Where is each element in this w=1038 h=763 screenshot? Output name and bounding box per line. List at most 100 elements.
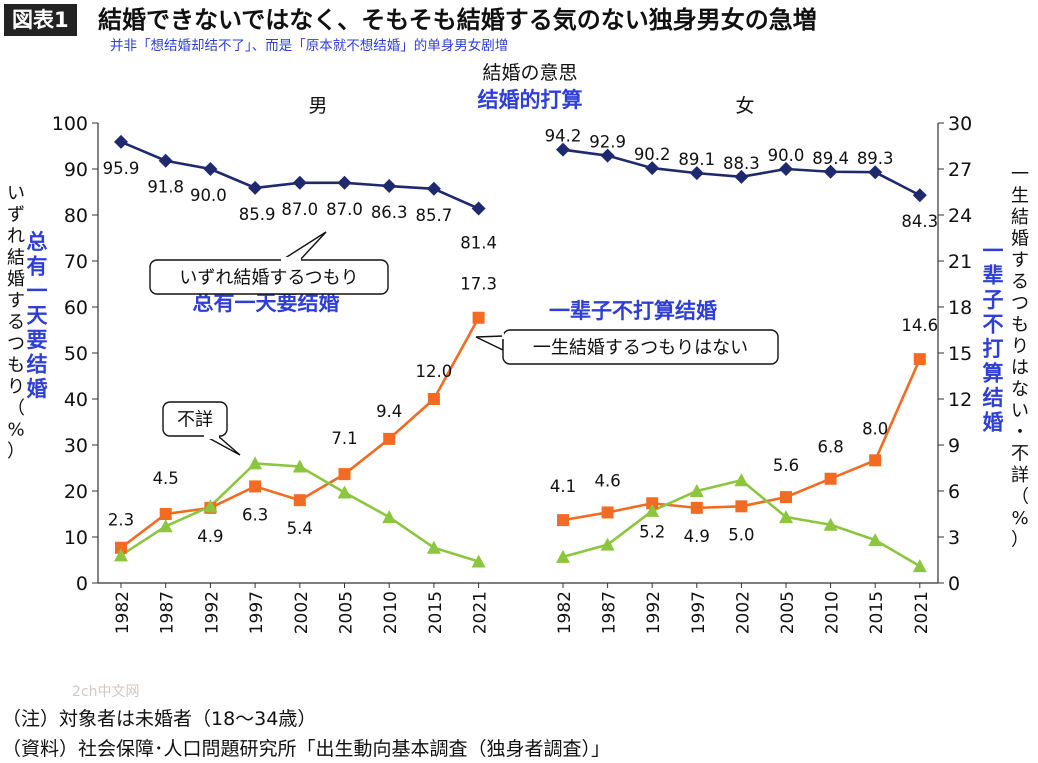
left-tick-label: 40 xyxy=(64,389,88,411)
left-axis-label-cn: 总有一天要结婚 xyxy=(27,230,49,401)
note-subjects: （注）対象者は未婚者（18〜34歳） xyxy=(2,708,317,730)
data-label: 8.0 xyxy=(862,419,888,438)
x-tick-label: 2015 xyxy=(867,591,887,634)
data-point xyxy=(249,480,262,493)
x-tick-label: 1982 xyxy=(555,591,575,634)
callout-eventually-marry: いずれ結婚するつもり xyxy=(149,231,389,295)
data-point xyxy=(645,503,660,517)
panel-label-female: 女 xyxy=(735,95,754,117)
data-label: 4.9 xyxy=(197,527,223,546)
data-point xyxy=(248,180,263,195)
callout-text: 一生結婚するつもりはない xyxy=(533,337,748,358)
header: 図表1 結婚できないではなく、そもそも結婚する気のない独身男女の急増 并非「想结… xyxy=(0,0,1038,54)
svg-text:ず: ず xyxy=(7,205,25,226)
svg-text:天: 天 xyxy=(27,304,49,328)
right-tick-label: 12 xyxy=(948,389,972,411)
x-tick-label: 2010 xyxy=(823,591,843,634)
series-name-cn-eventually: 总有一天要结婚 xyxy=(193,291,340,315)
callout-unknown: 不詳 xyxy=(162,401,241,456)
svg-text:结: 结 xyxy=(27,353,48,377)
data-point xyxy=(734,473,749,487)
data-label: 6.3 xyxy=(242,505,268,524)
svg-text:结: 结 xyxy=(983,386,1004,410)
svg-text:总: 总 xyxy=(27,230,48,254)
left-tick-label: 90 xyxy=(64,159,88,181)
x-tick-label: 1992 xyxy=(644,591,664,634)
data-label: 85.7 xyxy=(416,206,453,225)
x-tick-label: 2015 xyxy=(426,591,446,634)
data-label: 89.4 xyxy=(812,149,849,168)
data-point xyxy=(115,541,127,554)
page-title: 結婚できないではなく、そもそも結婚する気のない独身男女の急増 xyxy=(98,6,817,34)
data-point xyxy=(556,549,570,563)
data-point xyxy=(912,188,927,203)
svg-text:打: 打 xyxy=(983,337,1004,361)
data-point xyxy=(690,501,703,514)
x-tick-label: 1992 xyxy=(202,591,222,634)
data-point xyxy=(824,472,837,485)
data-point xyxy=(158,519,173,533)
left-tick-label: 60 xyxy=(64,297,88,319)
data-point xyxy=(472,311,485,324)
data-point xyxy=(382,510,397,524)
svg-text:い: い xyxy=(1011,401,1029,422)
data-point xyxy=(471,201,486,216)
data-point xyxy=(382,179,397,194)
data-point xyxy=(912,559,927,573)
panel-label-male: 男 xyxy=(308,95,327,117)
left-tick-label: 0 xyxy=(76,573,88,595)
callout-pointer xyxy=(279,231,327,261)
data-label: 84.3 xyxy=(901,212,938,231)
data-point xyxy=(293,494,306,507)
data-point xyxy=(823,517,838,531)
svg-text:婚: 婚 xyxy=(1011,229,1029,250)
callout-box xyxy=(502,329,779,365)
x-tick-label: 1997 xyxy=(247,591,267,634)
data-label: 85.9 xyxy=(239,205,276,224)
data-point xyxy=(823,164,838,179)
data-label: 87.0 xyxy=(281,200,318,219)
x-tick-label: 1997 xyxy=(689,591,709,634)
x-tick-label: 2010 xyxy=(381,591,401,634)
svg-text:る: る xyxy=(7,312,25,333)
left-axis-label: いずれ結婚するつもり（%） xyxy=(7,183,25,462)
svg-text:婚: 婚 xyxy=(27,377,48,401)
data-label: 2.3 xyxy=(108,511,134,530)
svg-text:要: 要 xyxy=(27,328,48,352)
svg-text:も: も xyxy=(7,355,25,376)
chart-title-cn: 结婚的打算 xyxy=(478,88,583,112)
data-label: 90.0 xyxy=(190,186,227,205)
watermark-logo: 2ch中文网 xyxy=(72,684,140,700)
data-point xyxy=(779,162,793,176)
data-point xyxy=(600,148,615,163)
data-label: 14.6 xyxy=(901,316,938,335)
callout-text: いずれ結婚するつもり xyxy=(179,267,358,288)
left-tick-label: 100 xyxy=(52,113,88,135)
svg-text:婚: 婚 xyxy=(7,269,25,290)
data-label: 4.6 xyxy=(594,471,620,490)
svg-text:も: も xyxy=(1011,315,1029,336)
data-point xyxy=(869,454,882,467)
data-label: 4.9 xyxy=(684,527,710,546)
data-label: 4.5 xyxy=(153,469,179,488)
data-label: 89.3 xyxy=(857,149,894,168)
svg-text:つ: つ xyxy=(7,334,25,355)
data-point xyxy=(779,510,793,524)
data-label: 91.8 xyxy=(147,178,184,197)
callout-join xyxy=(502,333,504,339)
svg-text:）: ） xyxy=(7,441,25,462)
svg-text:（: （ xyxy=(1011,487,1029,508)
right-axis-label: 一生結婚するつもりはない・不詳（%） xyxy=(1011,164,1029,551)
x-tick-label: 2002 xyxy=(733,591,753,634)
series-name-cn-never: 一辈子不打算结婚 xyxy=(549,299,717,323)
right-axis-label-cn: 一辈子不打算结婚 xyxy=(983,239,1004,435)
svg-text:%: % xyxy=(1011,508,1028,529)
data-point xyxy=(427,393,440,405)
svg-text:婚: 婚 xyxy=(983,411,1004,435)
data-point xyxy=(689,166,704,181)
svg-text:%: % xyxy=(7,420,24,441)
svg-text:子: 子 xyxy=(983,288,1004,312)
data-point xyxy=(292,175,307,190)
callout-join xyxy=(204,433,219,439)
svg-text:い: い xyxy=(7,183,25,204)
